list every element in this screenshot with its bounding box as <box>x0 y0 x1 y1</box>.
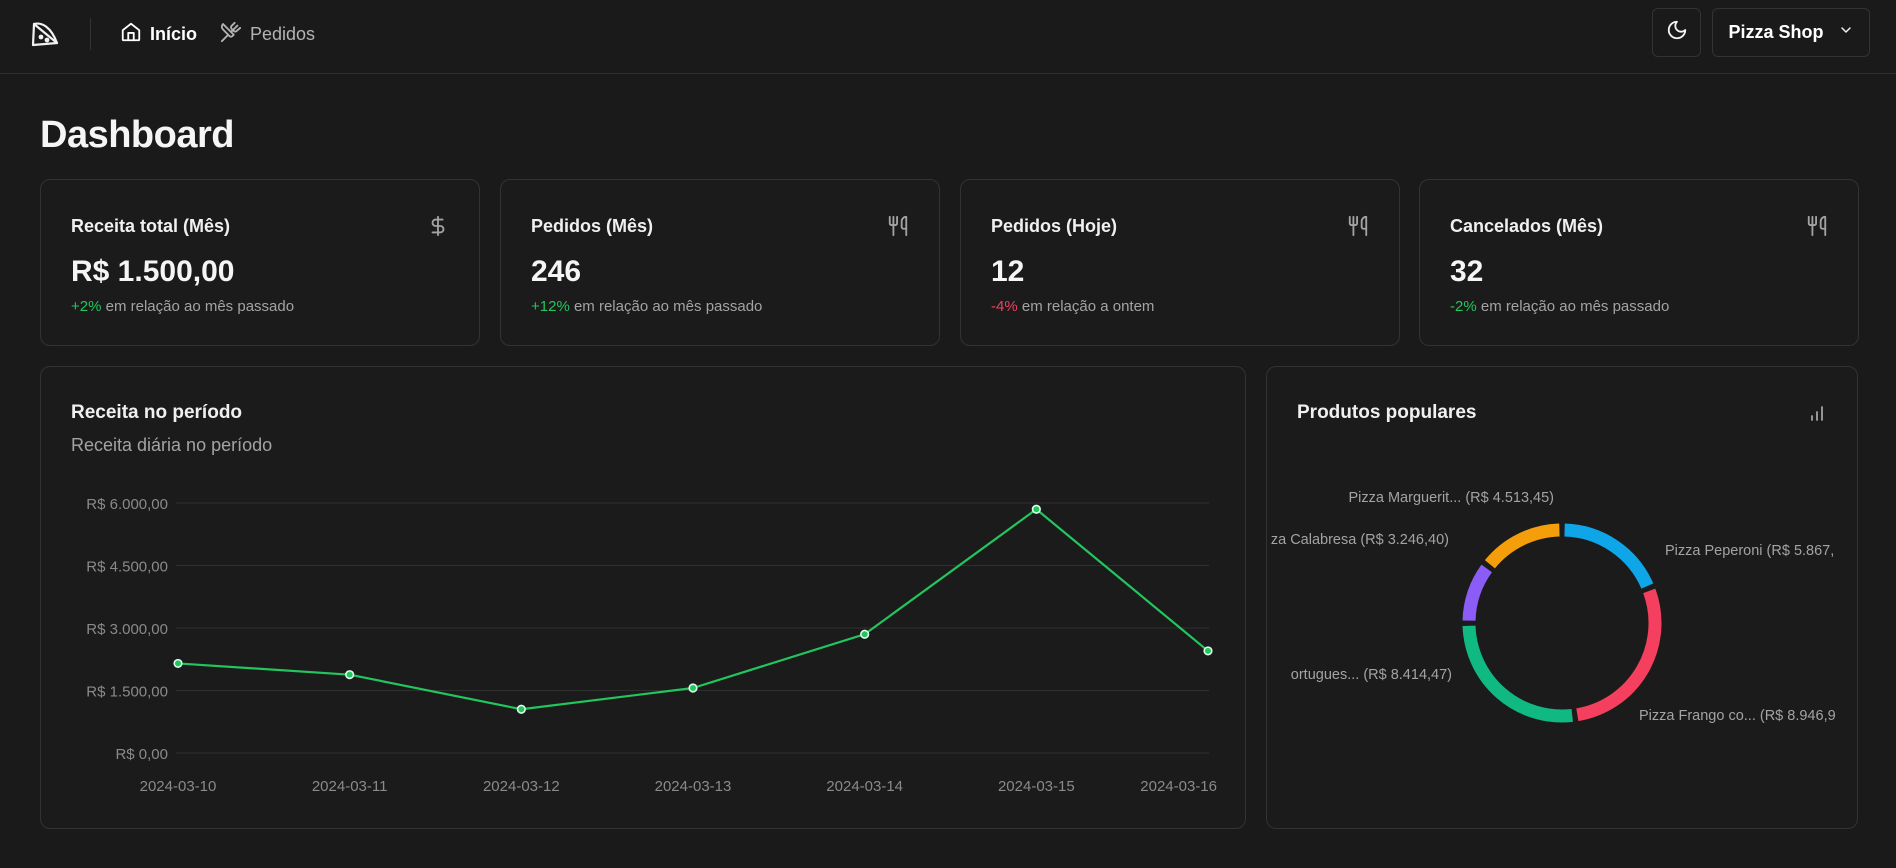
popular-title: Produtos populares <box>1297 402 1477 423</box>
x-tick-label: 2024-03-16 <box>1140 778 1217 795</box>
nav-home-link[interactable]: Início <box>120 22 197 46</box>
dollar-sign-icon <box>427 215 449 237</box>
revenue-series-line <box>177 508 1209 711</box>
chevron-down-icon <box>1838 22 1854 43</box>
x-tick-label: 2024-03-14 <box>826 778 903 795</box>
data-point <box>173 658 183 669</box>
donut-slice <box>1576 588 1662 722</box>
home-icon <box>120 21 142 48</box>
data-point <box>345 670 355 680</box>
utensils-icon <box>1347 215 1369 237</box>
card-today-orders: Pedidos (Hoje) 12 -4% em relação a ontem <box>960 179 1400 346</box>
y-tick-label: R$ 3.000,00 <box>86 621 168 638</box>
y-tick-label: R$ 0,00 <box>115 746 168 763</box>
donut-slice <box>1462 564 1493 622</box>
card-title: Receita total (Mês) <box>71 216 231 236</box>
x-tick-label: 2024-03-10 <box>140 778 217 795</box>
card-title: Pedidos (Hoje) <box>991 216 1118 236</box>
x-tick-label: 2024-03-12 <box>483 778 560 795</box>
x-tick-label: 2024-03-15 <box>998 778 1075 795</box>
card-monthly-orders: Pedidos (Mês) 246 +12% em relação ao mês… <box>500 179 940 346</box>
data-point <box>1031 504 1041 514</box>
card-note-text: em relação ao mês passado <box>1476 298 1670 315</box>
data-point <box>688 683 698 693</box>
slice-label: Pizza Marguerit... (R$ 4.513,45) <box>1348 490 1554 506</box>
bar-chart-icon <box>1807 403 1827 423</box>
moon-icon <box>1666 19 1688 46</box>
revenue-title: Receita no período <box>71 402 243 423</box>
nav-divider <box>90 18 91 50</box>
x-tick-label: 2024-03-13 <box>655 778 732 795</box>
card-value: 32 <box>1450 255 1484 288</box>
utensils-crossed-icon <box>220 21 242 48</box>
donut-slice <box>1462 625 1573 723</box>
store-menu-button[interactable]: Pizza Shop <box>1712 8 1870 57</box>
slice-label: za Calabresa (R$ 3.246,40) <box>1271 532 1449 548</box>
donut-slice <box>1564 523 1654 589</box>
slice-label: Pizza Frango co... (R$ 8.946,9 <box>1639 708 1836 724</box>
theme-toggle-button[interactable] <box>1652 8 1701 57</box>
nav-orders-link[interactable]: Pedidos <box>220 21 316 48</box>
card-delta: -2% <box>1450 298 1477 315</box>
slice-label: Pizza Peperoni (R$ 5.867, <box>1665 543 1834 559</box>
popular-products-donut: Pizza Peperoni (R$ 5.867, Pizza Frango co… <box>1271 490 1836 724</box>
revenue-subtitle: Receita diária no período <box>71 435 273 455</box>
pizza-logo-icon[interactable] <box>30 18 60 48</box>
card-note: -2% em relação ao mês passado <box>1450 298 1669 315</box>
nav-orders-label: Pedidos <box>250 23 316 44</box>
card-delta: -4% <box>991 298 1018 315</box>
card-delta: +12% <box>531 298 570 315</box>
revenue-line-chart: R$ 0,00 R$ 1.500,00 R$ 3.000,00 R$ 4.500,00… <box>86 496 1217 795</box>
donut-slice <box>1484 523 1560 569</box>
card-delta: +2% <box>71 298 102 315</box>
data-point <box>516 704 526 714</box>
y-tick-label: R$ 6.000,00 <box>86 496 168 513</box>
top-navbar: Início Pedidos Pizza Shop <box>0 0 1896 74</box>
slice-label: ortugues... (R$ 8.414,47) <box>1291 667 1452 683</box>
data-point <box>860 629 870 639</box>
card-title: Cancelados (Mês) <box>1450 216 1604 236</box>
card-title: Pedidos (Mês) <box>531 216 654 236</box>
x-tick-label: 2024-03-11 <box>312 778 388 795</box>
card-value: R$ 1.500,00 <box>71 255 235 288</box>
card-value: 246 <box>531 255 582 288</box>
card-note-text: em relação a ontem <box>1017 298 1155 315</box>
nav-home-label: Início <box>150 23 198 44</box>
card-note-text: em relação ao mês passado <box>569 298 763 315</box>
card-note: +2% em relação ao mês passado <box>71 298 294 315</box>
y-tick-label: R$ 4.500,00 <box>86 559 168 576</box>
card-note-text: em relação ao mês passado <box>101 298 295 315</box>
y-tick-label: R$ 1.500,00 <box>86 684 168 701</box>
card-note: +12% em relação ao mês passado <box>531 298 762 315</box>
page-title: Dashboard <box>40 114 234 156</box>
card-monthly-cancelled: Cancelados (Mês) 32 -2% em relação ao mê… <box>1419 179 1859 346</box>
card-note: -4% em relação a ontem <box>991 298 1154 315</box>
utensils-icon <box>887 215 909 237</box>
popular-products-panel: Produtos populares Pizza Peperoni (R$ 5.… <box>1266 366 1858 829</box>
data-point <box>1203 646 1213 656</box>
card-monthly-revenue: Receita total (Mês) R$ 1.500,00 +2% em r… <box>40 179 480 346</box>
store-name: Pizza Shop <box>1728 22 1824 42</box>
card-value: 12 <box>991 255 1025 288</box>
utensils-icon <box>1806 215 1828 237</box>
revenue-panel: Receita no período Receita diária no per… <box>40 366 1246 829</box>
